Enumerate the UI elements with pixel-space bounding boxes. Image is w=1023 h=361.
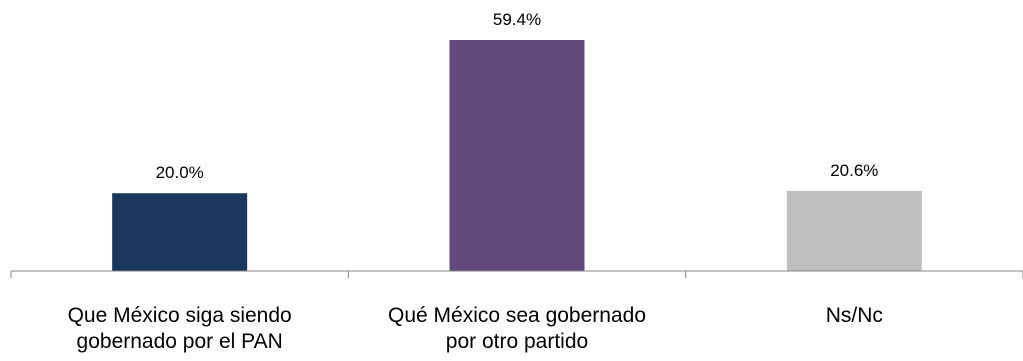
bar — [449, 40, 585, 271]
category-label: Qué México sea gobernado por otro partido — [388, 304, 646, 353]
data-label: 20.6% — [830, 161, 878, 180]
x-axis — [10, 270, 1023, 278]
category-label-line: gobernado por el PAN — [77, 330, 283, 353]
data-label: 20.0% — [156, 163, 204, 182]
category-labels-group: Que México siga siendo gobernado por el P… — [68, 304, 883, 353]
category-label-line: Que México siga siendo — [68, 304, 292, 327]
data-label: 59.4% — [493, 10, 541, 29]
value-labels-group: 20.0% 59.4% 20.6% — [156, 10, 879, 182]
category-label: Que México siga siendo gobernado por el P… — [68, 304, 292, 353]
category-label-line: Qué México sea gobernado — [388, 304, 646, 327]
bar — [786, 190, 922, 271]
bar — [112, 193, 248, 271]
category-label: Ns/Nc — [826, 304, 883, 327]
bars-group — [112, 40, 922, 271]
category-label-line: Ns/Nc — [826, 304, 883, 327]
category-label-line: por otro partido — [446, 330, 588, 353]
